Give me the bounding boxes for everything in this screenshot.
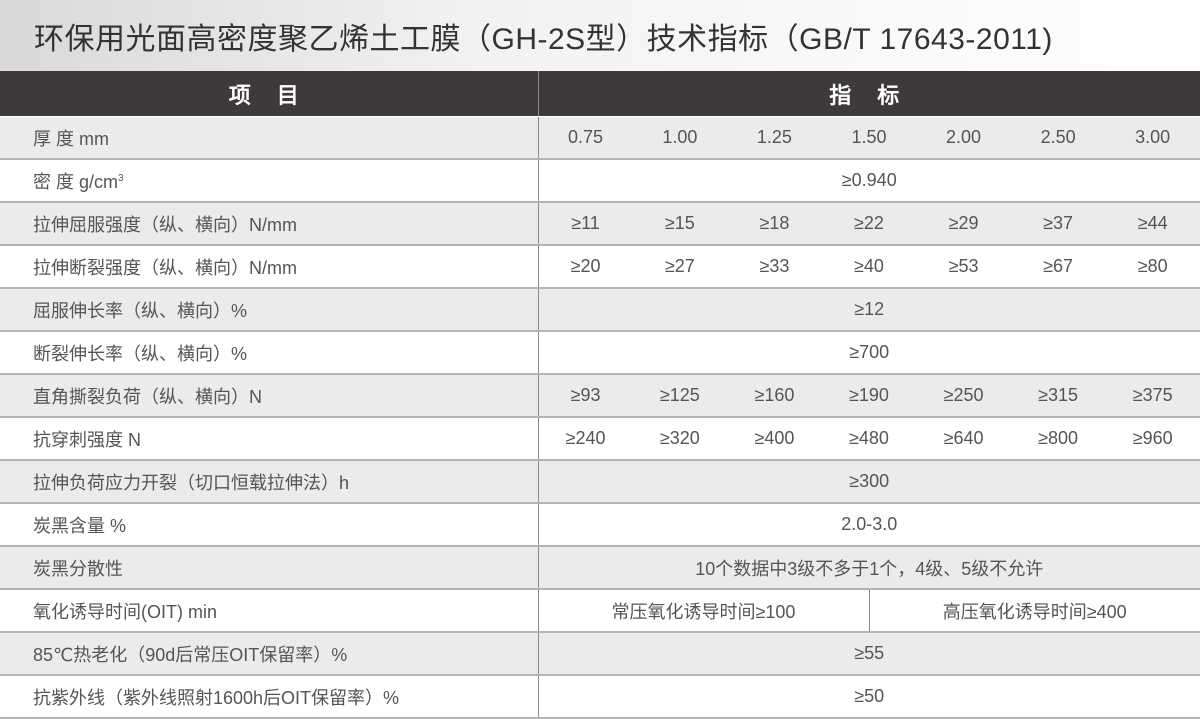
page-title: 环保用光面高密度聚乙烯土工膜（GH-2S型）技术指标（GB/T 17643-20…	[34, 14, 1053, 58]
cell-value: ≥190	[822, 374, 917, 417]
cell-value: ≥29	[916, 202, 1011, 245]
cell-value: ≥67	[1011, 245, 1106, 288]
row-label-text: 厚 度 mm	[33, 129, 109, 149]
cell-value: ≥240	[538, 417, 633, 460]
row-label: 炭黑分散性	[0, 546, 538, 589]
cell-value: ≥700	[538, 331, 1200, 374]
row-label-text: 抗穿刺强度 N	[33, 430, 141, 450]
cell-value: ≥125	[633, 374, 728, 417]
cell-value: ≥160	[727, 374, 822, 417]
row-label: 拉伸屈服强度（纵、横向）N/mm	[0, 202, 538, 245]
table-row: 炭黑分散性 10个数据中3级不多于1个，4级、5级不允许	[0, 546, 1200, 589]
table-row: 拉伸负荷应力开裂（切口恒载拉伸法）h ≥300	[0, 460, 1200, 503]
row-label-text: 抗紫外线（紫外线照射1600h后OIT保留率）%	[33, 688, 399, 708]
superscript: 3	[118, 173, 124, 184]
cell-value: ≥27	[633, 245, 728, 288]
cell-value: ≥315	[1011, 374, 1106, 417]
row-label-text: 拉伸屈服强度（纵、横向）N/mm	[33, 215, 297, 235]
cell-value: ≥40	[822, 245, 917, 288]
cell-value: ≥33	[727, 245, 822, 288]
oit-normal-pressure: 常压氧化诱导时间≥100	[539, 590, 870, 631]
row-label-text: 直角撕裂负荷（纵、横向）N	[33, 387, 262, 407]
cell-value: ≥800	[1011, 417, 1106, 460]
cell-value: 2.00	[916, 117, 1011, 160]
cell-value: ≥375	[1105, 374, 1200, 417]
header-spec: 指 标	[538, 71, 1200, 117]
cell-value: 0.75	[538, 117, 633, 160]
row-label-text: 拉伸断裂强度（纵、横向）N/mm	[33, 258, 297, 278]
cell-value: ≥640	[916, 417, 1011, 460]
cell-value: ≥22	[822, 202, 917, 245]
cell-value: ≥320	[633, 417, 728, 460]
row-label: 拉伸断裂强度（纵、横向）N/mm	[0, 245, 538, 288]
cell-value: 1.50	[822, 117, 917, 160]
table-row: 断裂伸长率（纵、横向）% ≥700	[0, 331, 1200, 374]
row-label: 氧化诱导时间(OIT) min	[0, 589, 538, 632]
cell-value: ≥15	[633, 202, 728, 245]
row-label: 炭黑含量 %	[0, 503, 538, 546]
table-row: 85℃热老化（90d后常压OIT保留率）% ≥55	[0, 632, 1200, 675]
cell-value: ≥300	[538, 460, 1200, 503]
cell-value: 2.50	[1011, 117, 1106, 160]
cell-value: ≥400	[727, 417, 822, 460]
table-row: 直角撕裂负荷（纵、横向）N ≥93≥125≥160≥190≥250≥315≥375	[0, 374, 1200, 417]
cell-value: ≥93	[538, 374, 633, 417]
cell-value: ≥11	[538, 202, 633, 245]
row-label-text: 氧化诱导时间(OIT) min	[33, 602, 217, 622]
row-label-text: 炭黑分散性	[33, 559, 123, 579]
table-row: 屈服伸长率（纵、横向）% ≥12	[0, 288, 1200, 331]
row-label: 拉伸负荷应力开裂（切口恒载拉伸法）h	[0, 460, 538, 503]
header-item: 项 目	[0, 71, 538, 117]
row-label: 直角撕裂负荷（纵、横向）N	[0, 374, 538, 417]
table-row: 拉伸屈服强度（纵、横向）N/mm ≥11≥15≥18≥22≥29≥37≥44	[0, 202, 1200, 245]
table-row: 拉伸断裂强度（纵、横向）N/mm ≥20≥27≥33≥40≥53≥67≥80	[0, 245, 1200, 288]
title-bar: 环保用光面高密度聚乙烯土工膜（GH-2S型）技术指标（GB/T 17643-20…	[0, 0, 1200, 71]
row-label: 密 度 g/cm3	[0, 159, 538, 202]
cell-value: 3.00	[1105, 117, 1200, 160]
cell-value: ≥80	[1105, 245, 1200, 288]
cell-value: 2.0-3.0	[538, 503, 1200, 546]
cell-value: ≥20	[538, 245, 633, 288]
table-row: 炭黑含量 % 2.0-3.0	[0, 503, 1200, 546]
cell-value: ≥250	[916, 374, 1011, 417]
cell-value: 1.00	[633, 117, 728, 160]
row-label: 屈服伸长率（纵、横向）%	[0, 288, 538, 331]
row-label: 厚 度 mm	[0, 117, 538, 160]
table-row: 密 度 g/cm3≥0.940	[0, 159, 1200, 202]
cell-value: 10个数据中3级不多于1个，4级、5级不允许	[538, 546, 1200, 589]
cell-value: ≥53	[916, 245, 1011, 288]
cell-value: ≥55	[538, 632, 1200, 675]
row-label-text: 炭黑含量 %	[33, 516, 126, 536]
row-label: 85℃热老化（90d后常压OIT保留率）%	[0, 632, 538, 675]
row-label: 抗穿刺强度 N	[0, 417, 538, 460]
oit-high-pressure: 高压氧化诱导时间≥400	[870, 590, 1200, 631]
cell-value: ≥18	[727, 202, 822, 245]
row-label-text: 拉伸负荷应力开裂（切口恒载拉伸法）h	[33, 473, 349, 493]
row-label: 断裂伸长率（纵、横向）%	[0, 331, 538, 374]
cell-value: ≥37	[1011, 202, 1106, 245]
cell-value: ≥44	[1105, 202, 1200, 245]
row-label-text: 断裂伸长率（纵、横向）%	[33, 344, 247, 364]
cell-value: ≥0.940	[538, 159, 1200, 202]
cell-value: ≥12	[538, 288, 1200, 331]
cell-value: ≥960	[1105, 417, 1200, 460]
cell-value: ≥480	[822, 417, 917, 460]
table-row: 抗穿刺强度 N ≥240≥320≥400≥480≥640≥800≥960	[0, 417, 1200, 460]
table-header: 项 目 指 标	[0, 71, 1200, 117]
row-label-text: 85℃热老化（90d后常压OIT保留率）%	[33, 645, 347, 665]
row-label-text: 屈服伸长率（纵、横向）%	[33, 301, 247, 321]
row-label-text: 密 度 g/cm	[33, 172, 118, 192]
cell-value: 1.25	[727, 117, 822, 160]
